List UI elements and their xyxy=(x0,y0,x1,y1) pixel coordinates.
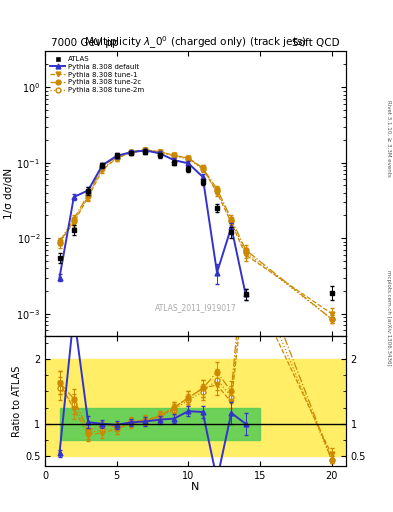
Legend: ATLAS, Pythia 8.308 default, Pythia 8.308 tune-1, Pythia 8.308 tune-2c, Pythia 8: ATLAS, Pythia 8.308 default, Pythia 8.30… xyxy=(49,55,146,94)
Text: mcplots.cern.ch [arXiv:1306.3436]: mcplots.cern.ch [arXiv:1306.3436] xyxy=(386,270,391,365)
Bar xyxy=(59,408,260,440)
Text: 7000 GeV pp: 7000 GeV pp xyxy=(51,38,119,48)
Bar xyxy=(45,359,346,456)
Title: Multiplicity $\lambda\_0^0$ (charged only) (track jets): Multiplicity $\lambda\_0^0$ (charged onl… xyxy=(84,35,307,51)
Text: Rivet 3.1.10, ≥ 3.3M events: Rivet 3.1.10, ≥ 3.3M events xyxy=(386,100,391,177)
Y-axis label: 1/σ dσ/dN: 1/σ dσ/dN xyxy=(4,168,14,219)
X-axis label: N: N xyxy=(191,482,200,492)
Text: ATLAS_2011_I919017: ATLAS_2011_I919017 xyxy=(154,303,237,312)
Y-axis label: Ratio to ATLAS: Ratio to ATLAS xyxy=(12,366,22,437)
Text: Soft QCD: Soft QCD xyxy=(292,38,340,48)
